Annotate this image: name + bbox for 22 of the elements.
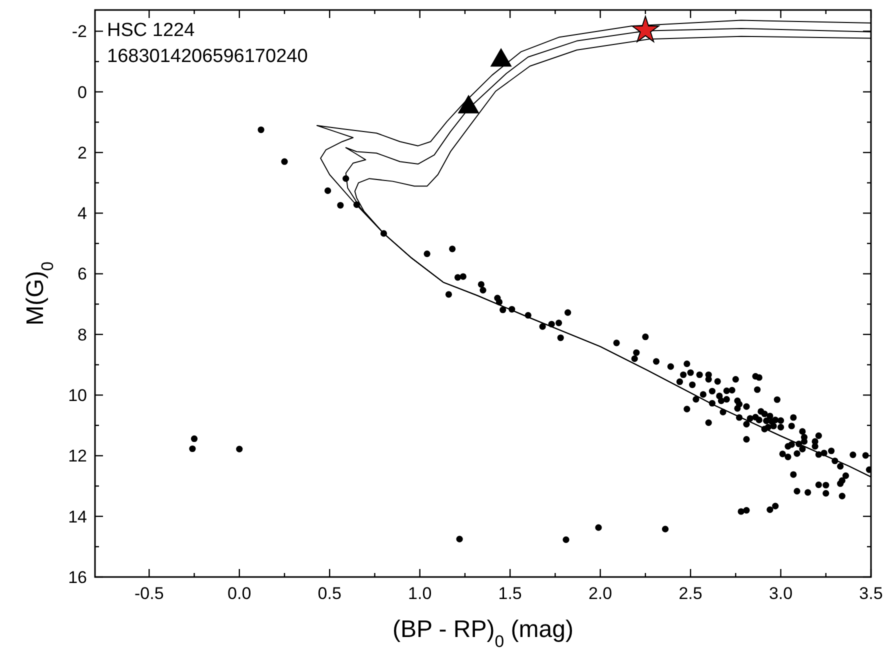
y-tick-label: -2 [72,22,87,42]
x-tick-label: 1.5 [498,584,522,603]
y-tick-label: 8 [78,325,87,344]
y-tick-label: 2 [78,143,87,162]
x-tick-label: 3.0 [768,584,793,603]
y-tick-label: 14 [68,507,87,526]
x-tick-label: 0.0 [228,584,252,603]
x-tick-label: 0.5 [318,584,342,603]
y-tick-label: 12 [68,446,87,466]
y-tick-label: 4 [78,204,87,224]
x-tick-label: 2.5 [678,584,702,603]
x-tick-label: 1.0 [408,584,432,603]
x-tick-label: 2.0 [588,584,612,603]
y-tick-label: 16 [68,568,87,587]
y-tick-label: 6 [78,264,87,284]
y-tick-label: 10 [68,386,87,406]
annotation: HSC 1224 [107,20,196,41]
y-tick-label: 0 [78,82,87,102]
annotation: 1683014206596170240 [107,46,308,67]
x-tick-label: 3.5 [859,584,883,603]
x-axis-title: (BP - RP)$_{0}$ (mag) [392,616,574,650]
x-tick-label: -0.5 [134,584,164,603]
